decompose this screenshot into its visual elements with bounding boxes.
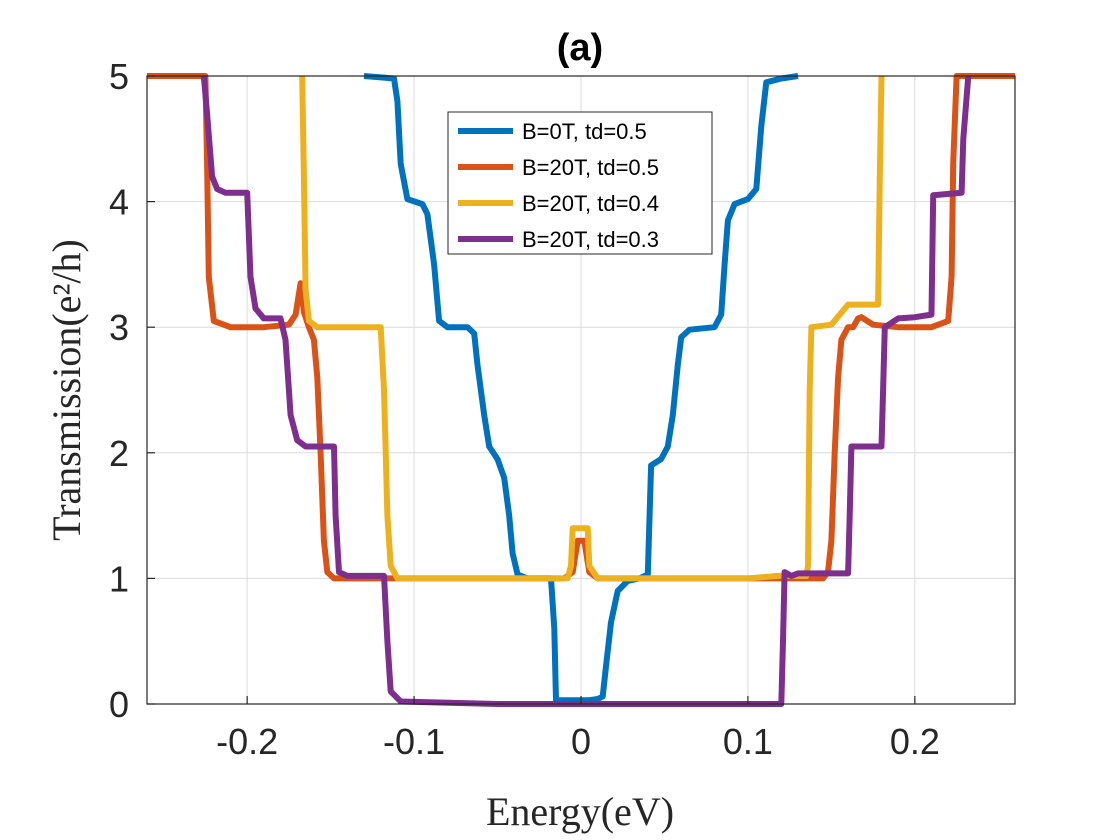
legend: B=0T, td=0.5 B=20T, td=0.5 B=20T, td=0.4 B=…: [447, 111, 713, 255]
legend-label-3: B=20T, td=0.4: [522, 191, 659, 216]
chart-title: (a): [557, 27, 603, 69]
series-line-1: [363, 73, 799, 704]
legend-label-2: B=20T, td=0.5: [522, 155, 659, 180]
y-tick-label: 0: [109, 684, 129, 725]
x-tick-label: -0.1: [383, 721, 445, 762]
x-tick-label: 0.2: [890, 721, 940, 762]
series-line-3: [299, 75, 885, 582]
x-tick-label: -0.2: [216, 721, 278, 762]
y-tick-label: 1: [109, 558, 129, 599]
series-line-2: [147, 73, 1015, 582]
series-lines: [147, 73, 1015, 707]
legend-label-4: B=20T, td=0.3: [522, 227, 659, 252]
x-tick-label: 0.1: [723, 721, 773, 762]
series-line-4: [200, 75, 972, 707]
y-tick-label: 3: [109, 307, 129, 348]
y-tick-label: 4: [109, 182, 129, 223]
y-tick-label: 2: [109, 433, 129, 474]
x-tick-label: 0: [571, 721, 591, 762]
x-axis-label: Energy(eV): [486, 789, 674, 834]
y-tick-label: 5: [109, 56, 129, 97]
ticks: -0.2 -0.1 0 0.1 0.2 0 1 2 3 4 5: [109, 56, 940, 762]
y-axis-label: Transmission(e²/h): [44, 239, 89, 541]
legend-label-1: B=0T, td=0.5: [522, 119, 647, 144]
legend-box: [447, 111, 713, 255]
